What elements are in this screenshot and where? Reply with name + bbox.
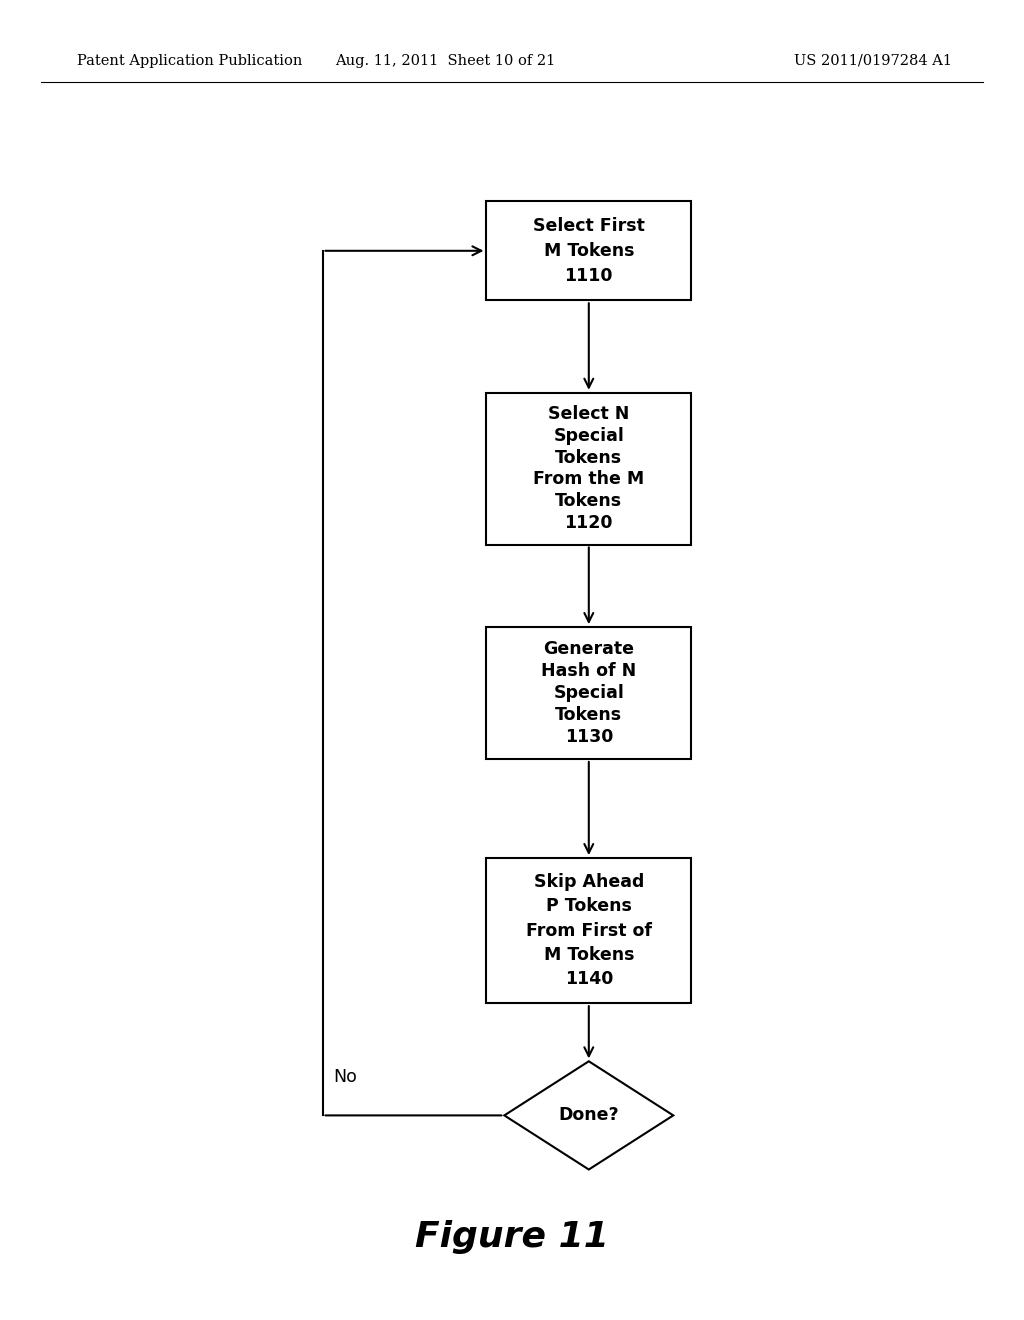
Text: Tokens: Tokens bbox=[555, 492, 623, 510]
Text: Patent Application Publication: Patent Application Publication bbox=[77, 54, 302, 67]
Polygon shape bbox=[504, 1061, 674, 1170]
Text: Tokens: Tokens bbox=[555, 449, 623, 467]
Bar bbox=[486, 858, 691, 1003]
Bar bbox=[486, 201, 691, 300]
Text: Hash of N: Hash of N bbox=[541, 663, 637, 680]
Bar bbox=[486, 627, 691, 759]
Text: 1140: 1140 bbox=[564, 970, 613, 987]
Text: Select N: Select N bbox=[548, 405, 630, 424]
Text: M Tokens: M Tokens bbox=[544, 242, 634, 260]
Text: From the M: From the M bbox=[534, 470, 644, 488]
Text: From First of: From First of bbox=[525, 921, 652, 940]
Text: Aug. 11, 2011  Sheet 10 of 21: Aug. 11, 2011 Sheet 10 of 21 bbox=[335, 54, 556, 67]
Text: Figure 11: Figure 11 bbox=[415, 1220, 609, 1254]
Bar bbox=[486, 393, 691, 544]
Text: No: No bbox=[333, 1068, 356, 1086]
Text: Tokens: Tokens bbox=[555, 706, 623, 723]
Text: 1130: 1130 bbox=[564, 729, 613, 746]
Text: P Tokens: P Tokens bbox=[546, 898, 632, 915]
Text: 1110: 1110 bbox=[564, 267, 613, 285]
Text: Special: Special bbox=[553, 684, 625, 702]
Text: Done?: Done? bbox=[558, 1106, 620, 1125]
Text: 1120: 1120 bbox=[564, 513, 613, 532]
Text: M Tokens: M Tokens bbox=[544, 946, 634, 964]
Text: Generate: Generate bbox=[544, 640, 634, 657]
Text: Special: Special bbox=[553, 428, 625, 445]
Text: US 2011/0197284 A1: US 2011/0197284 A1 bbox=[795, 54, 952, 67]
Text: Skip Ahead: Skip Ahead bbox=[534, 874, 644, 891]
Text: Select First: Select First bbox=[532, 216, 645, 235]
